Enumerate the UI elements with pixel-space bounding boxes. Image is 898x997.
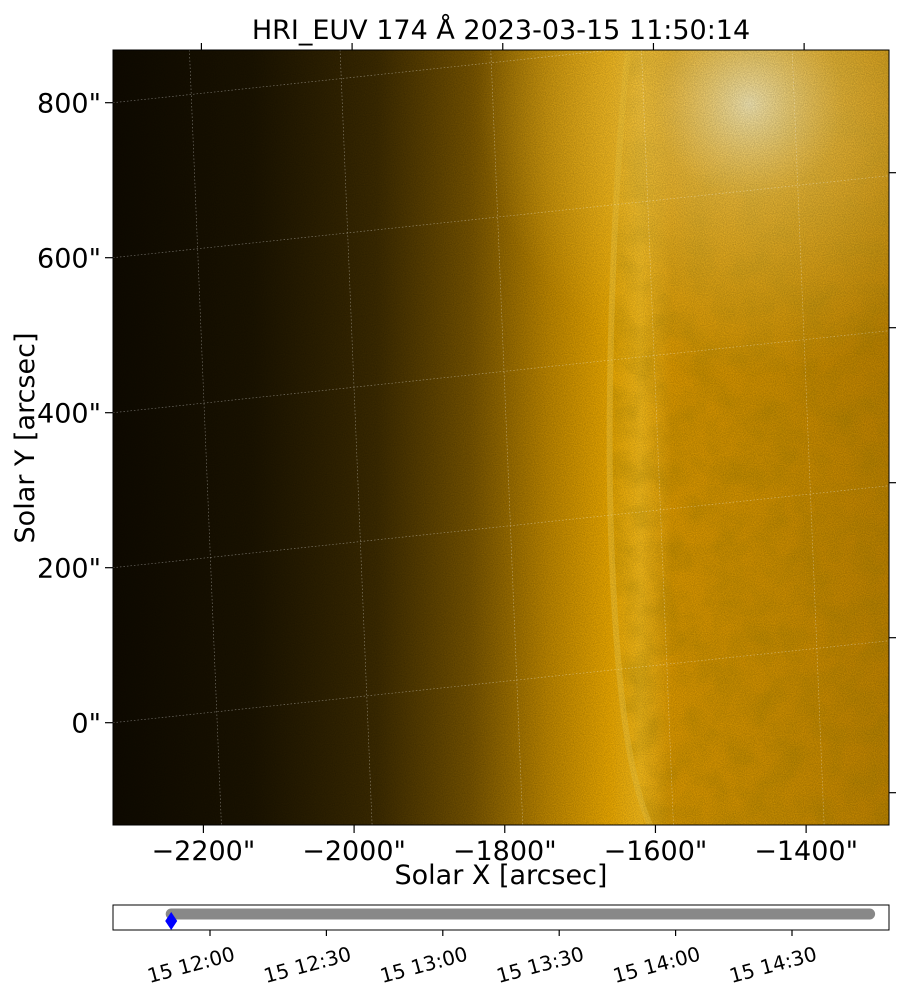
x-axis-label: Solar X [arcsec] xyxy=(395,860,608,891)
grid-line-y-2 xyxy=(113,330,889,413)
x-tick-label-3: −1600" xyxy=(604,836,708,867)
y-tick-label-4: 800" xyxy=(37,89,101,120)
timeline-tick-label-3: 15 13:30 xyxy=(494,942,587,988)
y-tick-label-3: 600" xyxy=(37,244,101,275)
x-tick-label-0: −2200" xyxy=(152,836,256,867)
grid-line-y-1 xyxy=(113,485,889,568)
y-tick-label-2: 400" xyxy=(37,399,101,430)
x-tick-label-2: −1800" xyxy=(453,836,557,867)
timeline-tick-label-1: 15 12:30 xyxy=(261,942,354,988)
y-tick-label-1: 200" xyxy=(37,554,101,585)
timeline-tick-label-5: 15 14:30 xyxy=(727,942,820,988)
chart-title: HRI_EUV 174 Å 2023-03-15 11:50:14 xyxy=(252,14,750,46)
timeline-marker[interactable] xyxy=(165,912,178,930)
image-axes: −2200" −2000" −1800" −1600" −1400" 0" 200" 400"… xyxy=(37,43,896,867)
timeline-tick-label-4: 15 14:00 xyxy=(610,942,703,988)
plot-frame xyxy=(112,49,890,826)
x-tick-label-1: −2000" xyxy=(302,836,406,867)
timeline-tick-label-0: 15 12:00 xyxy=(145,942,238,988)
coordinate-grid xyxy=(113,50,889,825)
grid-line-y-0 xyxy=(113,640,889,723)
x-tick-label-4: −1400" xyxy=(754,836,858,867)
y-tick-label-0: 0" xyxy=(71,709,101,740)
timeline-ticks: 15 12:00 15 12:30 15 13:00 15 13:30 15 14:00… xyxy=(145,930,820,988)
solar-image xyxy=(113,50,889,825)
timeline-panel: 15 12:00 15 12:30 15 13:00 15 13:30 15 14:00… xyxy=(112,904,890,988)
grid-line-y-3 xyxy=(113,175,889,258)
image-noise xyxy=(113,50,889,825)
y-axis-label: Solar Y [arcsec] xyxy=(10,333,41,544)
timeline-tick-label-2: 15 13:00 xyxy=(377,942,470,988)
grid-line-y-4 xyxy=(113,50,615,103)
